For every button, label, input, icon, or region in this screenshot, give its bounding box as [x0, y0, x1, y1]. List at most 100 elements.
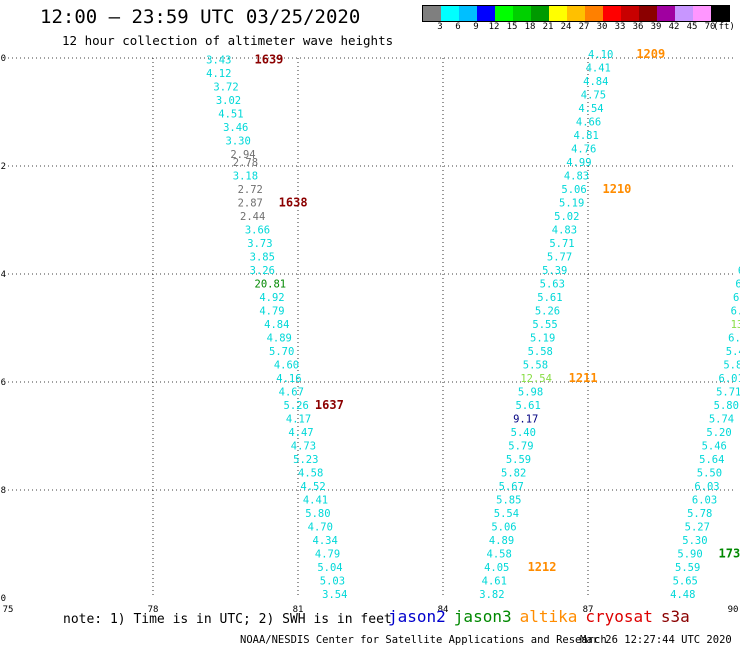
x-tick-label: 84 [438, 605, 449, 615]
scale-swatch [567, 6, 585, 21]
swh-value: 5.58 [528, 346, 553, 358]
scale-label: 33 [614, 22, 626, 32]
plot-grid [8, 57, 733, 598]
swh-value: 4.89 [489, 535, 514, 547]
swh-value: 3.30 [226, 135, 251, 147]
footer-note: note: 1) Time is in UTC; 2) SWH is in fe… [63, 612, 392, 627]
x-tick-label: 78 [148, 605, 159, 615]
legend-entry-jason3: jason3 [453, 607, 512, 626]
swh-value: 4.92 [259, 292, 284, 304]
swh-value: 12.54 [520, 373, 552, 385]
swh-value: 4.51 [218, 108, 243, 120]
swh-value: 4.83 [564, 171, 589, 183]
scale-label: 45 [686, 22, 698, 32]
swh-value: 5.59 [675, 562, 700, 574]
swh-value: 5.55 [532, 319, 557, 331]
swh-value: 5.64 [699, 454, 724, 466]
legend-entry-cryosat: cryosat [585, 607, 653, 626]
swh-value: 4.76 [571, 144, 596, 156]
swh-value: 6.01 [719, 373, 740, 385]
swh-value: 5.27 [685, 522, 710, 534]
swh-value: 4.67 [279, 387, 304, 399]
swh-value: 5.58 [523, 360, 548, 372]
swh-value: 5.78 [687, 508, 712, 520]
swh-value: 3.66 [245, 225, 270, 237]
swh-value: 5.71 [716, 387, 740, 399]
swh-value: 5.50 [697, 468, 722, 480]
pass-time-label: 1639 [255, 52, 284, 66]
swh-value: 4.83 [552, 225, 577, 237]
swh-value: 6.70 [728, 333, 740, 345]
scale-label: 70 [704, 22, 716, 32]
scale-swatch [603, 6, 621, 21]
scale-label: 42 [668, 22, 680, 32]
swh-value: 5.06 [561, 184, 586, 196]
swh-value: 3.72 [213, 81, 238, 93]
scale-swatch [711, 6, 729, 21]
swh-value: 5.67 [499, 481, 524, 493]
swh-value: 3.73 [247, 238, 272, 250]
swh-value: 6 [733, 292, 739, 304]
swh-value: 5.79 [508, 441, 533, 453]
swh-value: 5.80 [714, 400, 739, 412]
swh-value: 9.17 [513, 414, 538, 426]
color-scale-bar [422, 5, 730, 22]
swh-value: 4.16 [276, 373, 301, 385]
scale-swatch [549, 6, 567, 21]
swh-value: 20.81 [255, 279, 287, 291]
legend-entry-altika: altika [519, 607, 578, 626]
swh-value: 6. [731, 306, 740, 318]
swh-value: 4.73 [291, 441, 316, 453]
legend-entry-jason2: jason2 [388, 607, 446, 626]
page-title: 12:00 – 23:59 UTC 03/25/2020 [40, 6, 361, 28]
swh-value: 5.71 [549, 238, 574, 250]
swh-value: 5.03 [320, 576, 345, 588]
swh-value: 4.48 [670, 589, 695, 601]
swh-value: 4.81 [574, 130, 599, 142]
y-tick-label: 0 [1, 54, 6, 64]
swh-value: 4.05 [484, 562, 509, 574]
swh-value: 5.30 [682, 535, 707, 547]
swh-value: 4.10 [588, 49, 613, 61]
scale-swatch [477, 6, 495, 21]
swh-value: 5.23 [293, 454, 318, 466]
swh-value: 4.58 [487, 549, 512, 561]
swh-value: 5.45 [726, 346, 740, 358]
swh-value: 2.87 [238, 198, 263, 210]
swh-value: 5.90 [677, 549, 702, 561]
swh-value: 4.61 [482, 576, 507, 588]
swh-value: 5.59 [506, 454, 531, 466]
scale-swatch [621, 6, 639, 21]
scale-label: 18 [524, 22, 536, 32]
swh-value: 5.26 [284, 400, 309, 412]
swh-value: 3.85 [250, 252, 275, 264]
swh-value: 4.17 [286, 414, 311, 426]
swh-value: 3.26 [250, 265, 275, 277]
swh-value: 6 [735, 279, 740, 291]
scale-label: 3 [437, 22, 443, 32]
scale-swatch [513, 6, 531, 21]
scale-label: 30 [596, 22, 608, 32]
swh-value: 5.39 [542, 265, 567, 277]
swh-value: 5.19 [530, 333, 555, 345]
y-tick-label: -8 [0, 486, 6, 496]
swh-value: 5.19 [559, 198, 584, 210]
legend-entry-s3a: s3a [660, 607, 690, 626]
swh-value: 4.75 [581, 90, 606, 102]
swh-value: 4.89 [267, 333, 292, 345]
swh-value: 2.72 [238, 184, 263, 196]
pass-time-label: 1210 [603, 182, 632, 196]
swh-value: 5.65 [673, 576, 698, 588]
swh-value: 5.77 [547, 252, 572, 264]
scale-swatch [693, 6, 711, 21]
swh-value: 2.94 [230, 149, 255, 161]
x-tick-label: 81 [293, 605, 304, 615]
swh-value: 4.79 [315, 549, 340, 561]
swh-value: 5.85 [496, 495, 521, 507]
pass-time-label: 1638 [279, 196, 308, 210]
swh-value: 4.60 [274, 360, 299, 372]
swh-value: 5.20 [706, 427, 731, 439]
swh-value: 4.12 [206, 68, 231, 80]
y-tick-label: -10 [0, 594, 6, 604]
swh-value: 5.61 [537, 292, 562, 304]
